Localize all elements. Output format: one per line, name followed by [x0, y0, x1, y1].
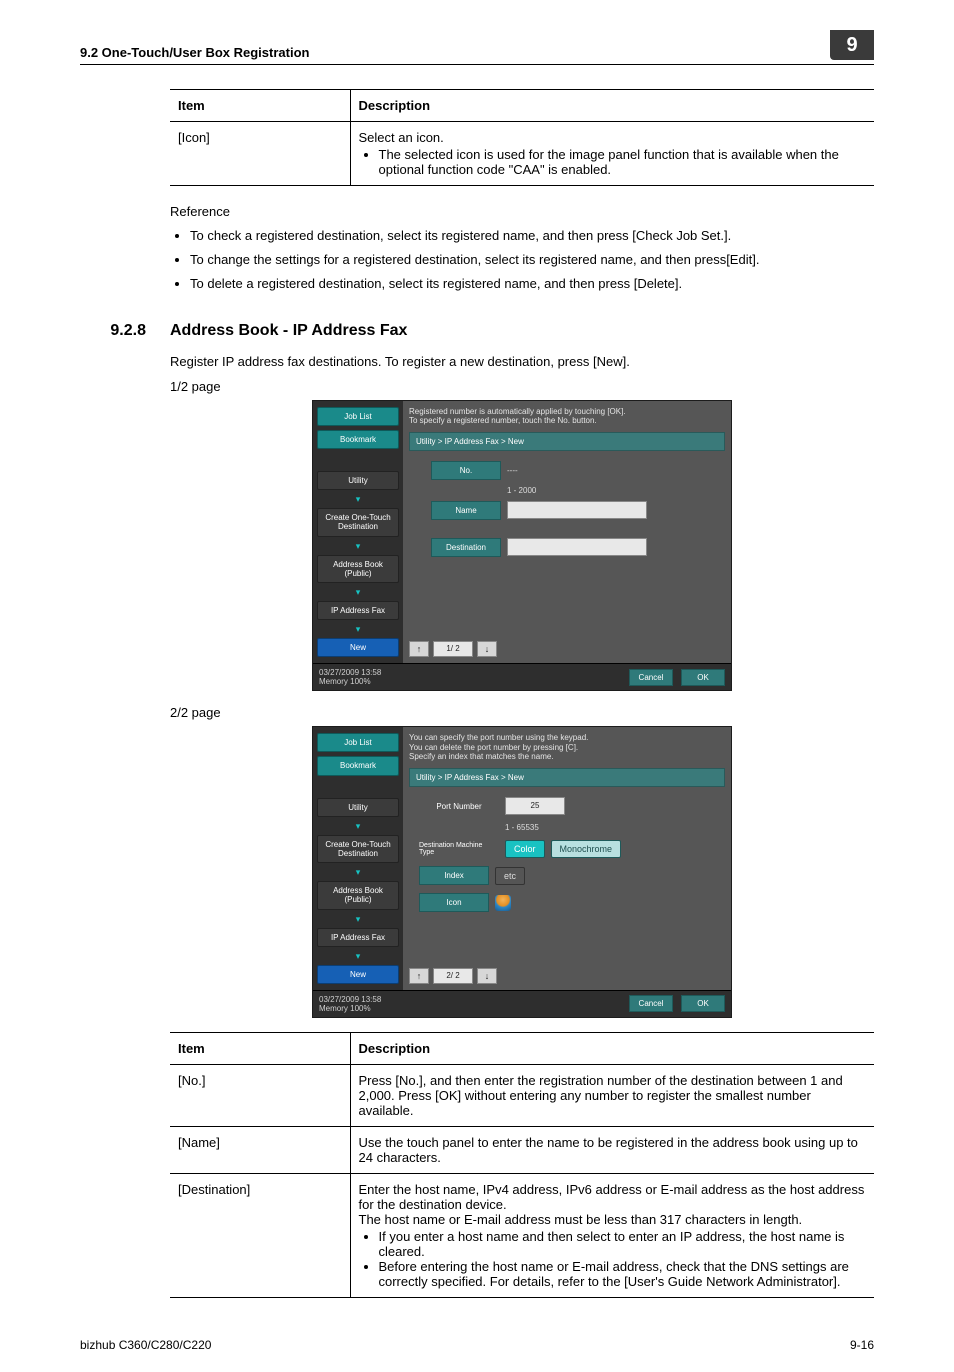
fields-table: Item Description [No.] Press [No.], and …: [170, 1032, 874, 1298]
name-field[interactable]: [507, 501, 647, 519]
device-screenshot-1: Job List Bookmark Utility ▾ Create One-T…: [312, 400, 732, 692]
chevron-down-icon: ▾: [317, 494, 399, 504]
reference-list: To check a registered destination, selec…: [170, 227, 874, 294]
chapter-badge: 9: [830, 30, 874, 60]
section-number: 9.2.8: [80, 322, 146, 340]
chevron-down-icon: ▾: [317, 587, 399, 597]
pager-text: 1/ 2: [433, 641, 473, 657]
th-item: Item: [170, 1032, 350, 1064]
side-create-dest[interactable]: Create One-Touch Destination: [317, 508, 399, 536]
ok-button[interactable]: OK: [681, 669, 725, 686]
cancel-button[interactable]: Cancel: [629, 995, 673, 1012]
chevron-down-icon: ▾: [317, 867, 399, 877]
breadcrumb: Utility > IP Address Fax > New: [409, 432, 725, 451]
side-new[interactable]: New: [317, 638, 399, 657]
icon-button[interactable]: Icon: [419, 893, 489, 912]
side-new[interactable]: New: [317, 965, 399, 984]
monochrome-button[interactable]: Monochrome: [551, 840, 622, 858]
color-button[interactable]: Color: [505, 840, 545, 858]
page-up-button[interactable]: ↑: [409, 641, 429, 657]
chevron-down-icon: ▾: [317, 914, 399, 924]
td-item: [Destination]: [170, 1173, 350, 1297]
side-create-dest[interactable]: Create One-Touch Destination: [317, 835, 399, 863]
status-date: 03/27/2009 13:58: [319, 995, 381, 1004]
page-up-button[interactable]: ↑: [409, 968, 429, 984]
ref-bullet: To delete a registered destination, sele…: [190, 275, 874, 293]
desc-bullet: Before entering the host name or E-mail …: [379, 1259, 867, 1289]
page-down-button[interactable]: ↓: [477, 641, 497, 657]
chevron-down-icon: ▾: [317, 541, 399, 551]
chevron-down-icon: ▾: [317, 951, 399, 961]
td-item: [Icon]: [170, 122, 350, 186]
ok-button[interactable]: OK: [681, 995, 725, 1012]
machine-type-label: Destination Machine Type: [419, 842, 499, 856]
port-range: 1 - 65535: [505, 823, 539, 832]
device-screenshot-2: Job List Bookmark Utility ▾ Create One-T…: [312, 726, 732, 1018]
side-address-book[interactable]: Address Book (Public): [317, 881, 399, 909]
chevron-down-icon: ▾: [317, 624, 399, 634]
name-button[interactable]: Name: [431, 501, 501, 520]
table-row: [Destination] Enter the host name, IPv4 …: [170, 1173, 874, 1297]
port-label: Port Number: [419, 802, 499, 811]
screen-hint: You can specify the port number using th…: [409, 733, 725, 762]
reference-title: Reference: [170, 204, 874, 219]
side-job-list[interactable]: Job List: [317, 733, 399, 752]
side-ip-fax[interactable]: IP Address Fax: [317, 928, 399, 947]
no-range: 1 - 2000: [507, 486, 536, 495]
side-ip-fax[interactable]: IP Address Fax: [317, 601, 399, 620]
page-down-button[interactable]: ↓: [477, 968, 497, 984]
desc-para: Enter the host name, IPv4 address, IPv6 …: [359, 1182, 867, 1212]
index-value: etc: [495, 867, 525, 885]
pager-text: 2/ 2: [433, 968, 473, 984]
desc-para: Select an icon.: [359, 130, 867, 145]
chevron-down-icon: ▾: [317, 821, 399, 831]
destination-icon: [495, 895, 511, 911]
td-item: [Name]: [170, 1126, 350, 1173]
breadcrumb: Utility > IP Address Fax > New: [409, 768, 725, 787]
side-utility[interactable]: Utility: [317, 798, 399, 817]
cancel-button[interactable]: Cancel: [629, 669, 673, 686]
status-memory: Memory 100%: [319, 677, 381, 686]
index-button[interactable]: Index: [419, 866, 489, 885]
td-item: [No.]: [170, 1064, 350, 1126]
no-value: ----: [507, 466, 518, 475]
ref-bullet: To check a registered destination, selec…: [190, 227, 874, 245]
th-item: Item: [170, 90, 350, 122]
side-utility[interactable]: Utility: [317, 471, 399, 490]
screen-hint: Registered number is automatically appli…: [409, 407, 725, 426]
status-memory: Memory 100%: [319, 1004, 381, 1013]
caption-12: 1/2 page: [170, 379, 874, 394]
section-title: Address Book - IP Address Fax: [170, 322, 407, 340]
destination-button[interactable]: Destination: [431, 538, 501, 557]
side-bookmark[interactable]: Bookmark: [317, 756, 399, 775]
caption-22: 2/2 page: [170, 705, 874, 720]
desc-bullet: The selected icon is used for the image …: [379, 147, 867, 177]
th-desc: Description: [350, 90, 874, 122]
table-row: [Icon] Select an icon. The selected icon…: [170, 122, 874, 186]
side-bookmark[interactable]: Bookmark: [317, 430, 399, 449]
side-job-list[interactable]: Job List: [317, 407, 399, 426]
section-header: 9.2 One-Touch/User Box Registration: [80, 45, 830, 60]
td-desc: Press [No.], and then enter the registra…: [350, 1064, 874, 1126]
side-address-book[interactable]: Address Book (Public): [317, 555, 399, 583]
port-field[interactable]: 25: [505, 797, 565, 815]
icon-table: Item Description [Icon] Select an icon. …: [170, 89, 874, 186]
th-desc: Description: [350, 1032, 874, 1064]
desc-bullet: If you enter a host name and then select…: [379, 1229, 867, 1259]
destination-field[interactable]: [507, 538, 647, 556]
section-intro: Register IP address fax destinations. To…: [170, 354, 874, 369]
td-desc: Select an icon. The selected icon is use…: [350, 122, 874, 186]
no-button[interactable]: No.: [431, 461, 501, 480]
desc-para: The host name or E-mail address must be …: [359, 1212, 867, 1227]
table-row: [Name] Use the touch panel to enter the …: [170, 1126, 874, 1173]
table-row: [No.] Press [No.], and then enter the re…: [170, 1064, 874, 1126]
ref-bullet: To change the settings for a registered …: [190, 251, 874, 269]
td-desc: Use the touch panel to enter the name to…: [350, 1126, 874, 1173]
status-date: 03/27/2009 13:58: [319, 668, 381, 677]
td-desc: Enter the host name, IPv4 address, IPv6 …: [350, 1173, 874, 1297]
